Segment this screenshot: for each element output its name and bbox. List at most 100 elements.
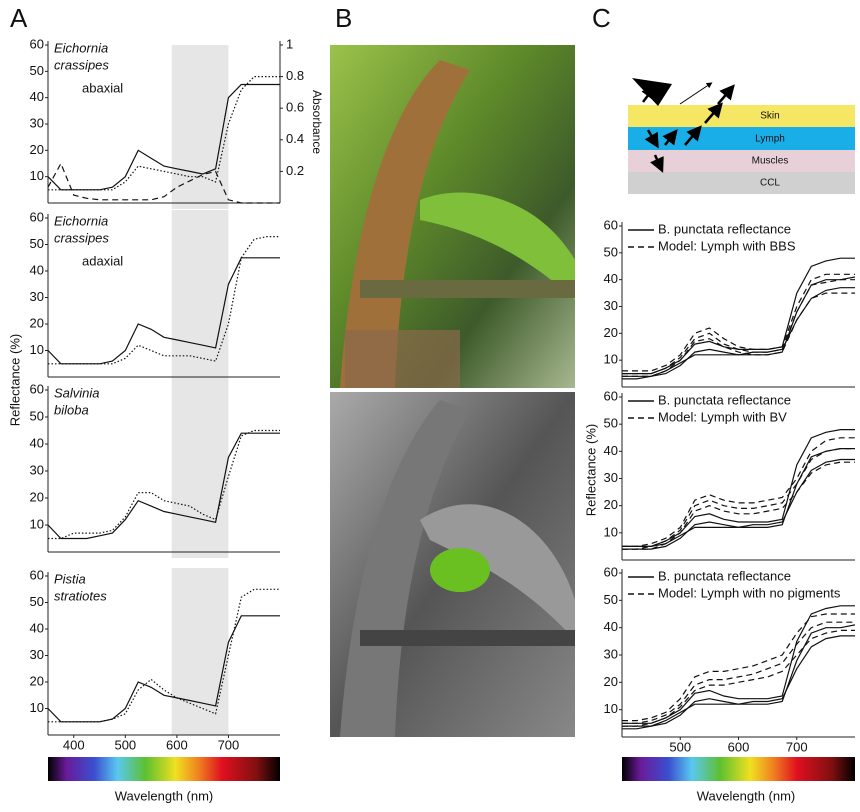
series-line	[622, 460, 855, 547]
y-tick-label: 20	[30, 142, 44, 157]
y-tick-label: 40	[30, 620, 44, 635]
y2-tick-label: 0.6	[286, 100, 304, 115]
y2-tick-label: 0.8	[286, 68, 304, 83]
legend-label: Model: Lymph with no pigments	[658, 585, 841, 600]
layer-label: Muscles	[752, 156, 789, 167]
x-tick-label: 600	[166, 737, 188, 752]
series-line	[622, 430, 855, 547]
surface-label: adaxial	[82, 253, 123, 268]
y-tick-label: 50	[30, 236, 44, 251]
series-line	[622, 622, 855, 723]
y-tick-label: 10	[30, 342, 44, 357]
y-axis-label: Reflectance (%)	[583, 424, 598, 516]
series-line	[622, 293, 855, 376]
y2-axis-label: Absorbance	[310, 90, 324, 154]
photo-gray	[330, 392, 575, 737]
series-line	[622, 258, 855, 373]
y-tick-label: 60	[604, 388, 618, 403]
x-tick-label: 700	[786, 739, 808, 754]
y-tick-label: 30	[30, 647, 44, 662]
series-line	[622, 462, 855, 549]
series-line	[622, 630, 855, 726]
series-line	[622, 449, 855, 549]
y-tick-label: 60	[604, 217, 618, 232]
series-line	[622, 288, 855, 377]
y-tick-label: 50	[604, 244, 618, 259]
y-axis-label: Reflectance (%)	[7, 334, 22, 426]
series-line	[622, 606, 855, 724]
panel-label: B	[335, 3, 352, 33]
layer-label: CCL	[760, 178, 780, 189]
species-label: crassipes	[54, 57, 109, 72]
y-tick-label: 20	[30, 315, 44, 330]
series-line	[48, 85, 280, 190]
spectrum-bar	[48, 757, 280, 781]
y-tick-label: 10	[30, 516, 44, 531]
y-tick-label: 20	[30, 489, 44, 504]
highlight-band	[172, 568, 229, 735]
y-tick-label: 40	[30, 89, 44, 104]
species-label: Pistia	[54, 571, 86, 586]
legend-label: Model: Lymph with BBS	[658, 238, 796, 253]
y-tick-label: 40	[604, 443, 618, 458]
series-line	[48, 616, 280, 722]
highlight-band	[172, 382, 229, 558]
y-tick-label: 10	[604, 352, 618, 367]
y2-tick-label: 0.4	[286, 131, 304, 146]
y-tick-label: 10	[604, 701, 618, 716]
series-line	[48, 258, 280, 364]
species-label: Eichornia	[54, 213, 108, 228]
y-tick-label: 30	[30, 289, 44, 304]
y-tick-label: 30	[604, 470, 618, 485]
y-tick-label: 30	[604, 646, 618, 661]
y-tick-label: 40	[30, 262, 44, 277]
series-line	[48, 431, 280, 539]
y-tick-label: 10	[604, 524, 618, 539]
series-line	[48, 589, 280, 722]
x-axis-label: Wavelength (nm)	[697, 788, 796, 803]
y-tick-label: 60	[30, 567, 44, 582]
x-axis-label: Wavelength (nm)	[115, 788, 214, 803]
series-line	[622, 449, 855, 549]
y-tick-label: 50	[30, 594, 44, 609]
y-tick-label: 30	[604, 298, 618, 313]
spectrum-bar	[622, 757, 855, 781]
species-label: stratiotes	[54, 588, 107, 603]
y2-tick-label: 0.2	[286, 163, 304, 178]
y-tick-label: 10	[30, 700, 44, 715]
species-label: crassipes	[54, 230, 109, 245]
x-tick-label: 600	[728, 739, 750, 754]
y-tick-label: 60	[30, 36, 44, 51]
panel-label: C	[592, 3, 611, 33]
y2-tick-label: 1	[286, 36, 293, 51]
layer-label: Lymph	[755, 134, 785, 145]
y-tick-label: 60	[30, 209, 44, 224]
layer-diagram: Skin Lymph Muscles CCL	[628, 78, 855, 194]
highlight-band	[172, 45, 229, 209]
series-line	[48, 433, 280, 538]
series-line	[48, 164, 280, 204]
photo-color	[330, 45, 575, 388]
y-tick-label: 50	[30, 408, 44, 423]
series-line	[622, 277, 855, 379]
surface-label: abaxial	[82, 80, 123, 95]
legend-label: B. punctata reflectance	[658, 392, 791, 407]
y-tick-label: 40	[604, 271, 618, 286]
legend-label: Model: Lymph with BV	[658, 409, 787, 424]
highlight-band	[172, 210, 229, 383]
y-tick-label: 50	[604, 416, 618, 431]
x-tick-label: 500	[669, 739, 691, 754]
y-tick-label: 60	[604, 564, 618, 579]
y-tick-label: 50	[30, 63, 44, 78]
legend-label: B. punctata reflectance	[658, 221, 791, 236]
y-tick-label: 40	[30, 435, 44, 450]
y-tick-label: 20	[604, 325, 618, 340]
y-tick-label: 30	[30, 115, 44, 130]
y-tick-label: 40	[604, 619, 618, 634]
y-tick-label: 20	[604, 497, 618, 512]
panel-label: A	[10, 3, 28, 33]
x-tick-label: 700	[218, 737, 240, 752]
y-tick-label: 10	[30, 168, 44, 183]
y-tick-label: 20	[604, 674, 618, 689]
y-tick-label: 30	[30, 462, 44, 477]
